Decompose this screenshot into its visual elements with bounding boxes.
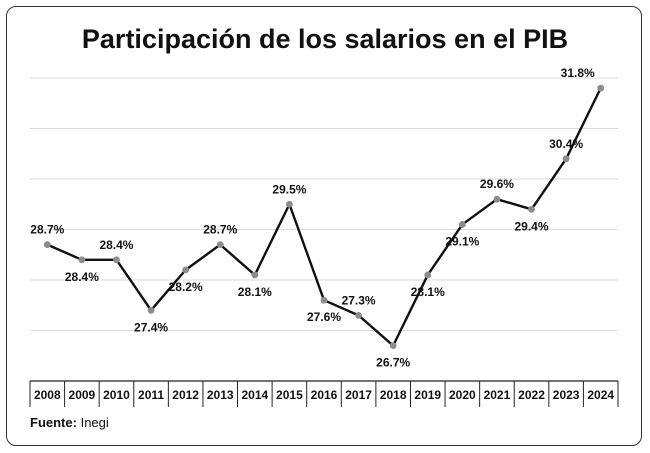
x-tick-label: 2013 <box>207 388 234 402</box>
data-label: 28.7% <box>203 223 237 237</box>
data-point <box>43 241 51 249</box>
data-label: 29.6% <box>480 177 514 191</box>
series-polyline <box>46 87 602 347</box>
data-point <box>216 241 224 249</box>
data-point <box>528 205 535 213</box>
x-tick-label: 2018 <box>380 388 407 402</box>
x-tick-label: 2022 <box>518 388 545 402</box>
x-tick-label: 2008 <box>34 388 61 402</box>
data-point <box>251 271 259 279</box>
data-label: 29.1% <box>445 234 479 248</box>
chart-frame <box>6 6 642 446</box>
source-note: Fuente: Inegi <box>30 415 109 430</box>
data-point <box>182 266 190 274</box>
grid-lines <box>30 77 618 331</box>
data-point <box>320 296 328 304</box>
x-tick-label: 2020 <box>449 388 476 402</box>
source-text: Inegi <box>80 415 109 430</box>
chart-title: Participación de los salarios en el PIB <box>81 24 569 54</box>
x-tick-label: 2010 <box>103 388 130 402</box>
x-tick-label: 2012 <box>172 388 199 402</box>
x-tick-label: 2024 <box>587 388 614 402</box>
data-label: 28.7% <box>30 223 64 237</box>
data-point <box>493 195 501 203</box>
data-label: 28.1% <box>238 285 272 299</box>
series-line <box>46 87 602 347</box>
data-label: 28.4% <box>65 270 99 284</box>
x-tick-label: 2009 <box>69 388 96 402</box>
data-label: 27.6% <box>307 310 341 324</box>
data-point <box>113 256 120 264</box>
x-tick-label: 2016 <box>311 388 338 402</box>
x-tick-label: 2014 <box>241 388 268 402</box>
data-point <box>355 311 362 319</box>
data-label: 28.4% <box>99 238 133 252</box>
data-point <box>597 84 605 92</box>
data-points <box>43 84 605 350</box>
x-tick-label: 2019 <box>414 388 441 402</box>
data-point <box>286 200 293 208</box>
data-label: 29.5% <box>272 182 306 196</box>
data-label: 29.4% <box>515 219 549 233</box>
data-point <box>389 342 397 350</box>
x-tick-label: 2021 <box>484 388 511 402</box>
data-label: 31.8% <box>561 66 595 80</box>
data-point <box>78 256 86 264</box>
x-tick-label: 2015 <box>276 388 303 402</box>
x-tick-label: 2017 <box>345 388 372 402</box>
data-label: 30.4% <box>549 137 583 151</box>
data-point <box>562 155 570 163</box>
data-point <box>424 271 432 279</box>
x-tick-label: 2023 <box>553 388 580 402</box>
data-label: 28.1% <box>411 285 445 299</box>
data-point <box>147 306 155 314</box>
data-point <box>458 221 466 228</box>
data-label: 28.2% <box>169 280 203 294</box>
x-axis: 2008 2009 2010 2011 2012 2013 2014 2015 2016 2017… <box>29 380 619 407</box>
data-label: 27.4% <box>134 320 168 334</box>
data-label: 27.3% <box>342 293 376 307</box>
data-labels: 28.7% 28.4% 28.4% 27.4% 28.2% 28.7% 28.1% 29.5%… <box>30 66 595 370</box>
source-label: Fuente: <box>30 415 77 430</box>
x-tick-label: 2011 <box>138 388 164 402</box>
data-label: 26.7% <box>376 356 410 370</box>
